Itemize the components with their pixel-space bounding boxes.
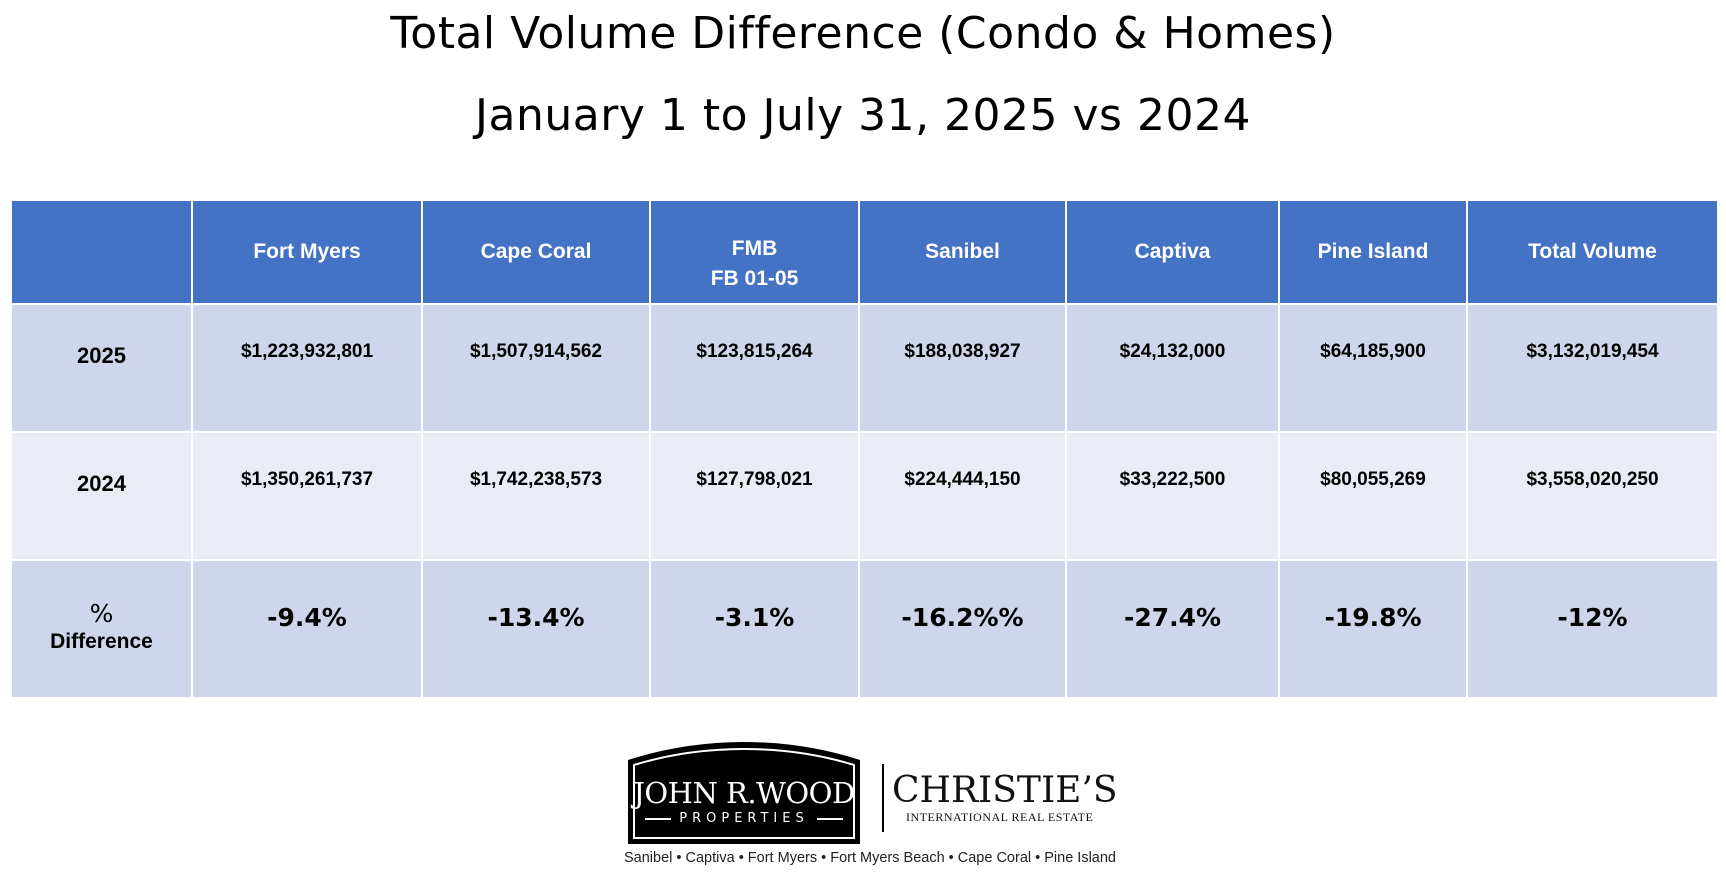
table-cell: $123,815,264: [649, 303, 860, 433]
header-cell-sanibel: Sanibel: [858, 199, 1067, 305]
row-label-difference: % Difference: [10, 559, 193, 699]
badge-sub: PROPERTIES: [624, 811, 864, 826]
john-r-wood-badge: JOHN R.WOOD PROPERTIES: [624, 740, 864, 848]
table-cell: $24,132,000: [1065, 303, 1280, 433]
table-row: 2024 $1,350,261,737 $1,742,238,573 $127,…: [10, 431, 1719, 561]
page-title: Total Volume Difference (Condo & Homes): [390, 8, 1336, 59]
table-cell: $127,798,021: [649, 431, 860, 561]
table-cell: $3,132,019,454: [1466, 303, 1719, 433]
header-fmb-line2: FB 01-05: [710, 267, 799, 290]
header-cell-captiva: Captiva: [1065, 199, 1280, 305]
page-subtitle: January 1 to July 31, 2025 vs 2024: [475, 90, 1251, 141]
table-cell: $3,558,020,250: [1466, 431, 1719, 561]
table-cell: $64,185,900: [1278, 303, 1468, 433]
badge-name: JOHN R.WOOD: [633, 776, 855, 810]
header-cell-fmb: FMB FB 01-05: [649, 199, 860, 305]
table-cell: -27.4%: [1065, 559, 1280, 699]
logo-divider: [882, 764, 884, 832]
row-label-2025: 2025: [10, 303, 193, 433]
table-cell: -13.4%: [421, 559, 651, 699]
header-cell-cape-coral: Cape Coral: [421, 199, 651, 305]
table-cell: $80,055,269: [1278, 431, 1468, 561]
table-cell: -16.2%%: [858, 559, 1067, 699]
partner-sub: INTERNATIONAL REAL ESTATE: [906, 810, 1094, 824]
table-cell: -9.4%: [191, 559, 423, 699]
table-cell: $1,350,261,737: [191, 431, 423, 561]
table-cell: -3.1%: [649, 559, 860, 699]
table-cell: $188,038,927: [858, 303, 1067, 433]
towns-list: Sanibel • Captiva • Fort Myers • Fort My…: [624, 850, 1116, 866]
table-cell: $33,222,500: [1065, 431, 1280, 561]
partner-name: CHRISTIE’S: [892, 770, 1118, 811]
table-cell: -12%: [1466, 559, 1719, 699]
row-label-2024: 2024: [10, 431, 193, 561]
header-fmb-line1: FMB: [731, 237, 778, 260]
table-cell: $1,507,914,562: [421, 303, 651, 433]
table-row: % Difference -9.4% -13.4% -3.1% -16.2%% -…: [10, 559, 1719, 699]
table-row: 2025 $1,223,932,801 $1,507,914,562 $123,…: [10, 303, 1719, 433]
header-cell-corner: [10, 199, 193, 305]
volume-table: Fort Myers Cape Coral FMB FB 01-05 Sanibe…: [10, 199, 1719, 699]
table-cell: $1,742,238,573: [421, 431, 651, 561]
brand-logo: JOHN R.WOOD PROPERTIES CHRISTIE’S INTERN…: [624, 740, 1118, 880]
table-cell: $224,444,150: [858, 431, 1067, 561]
header-cell-total-volume: Total Volume: [1466, 199, 1719, 305]
table-header-row: Fort Myers Cape Coral FMB FB 01-05 Sanibe…: [10, 199, 1719, 305]
header-cell-fort-myers: Fort Myers: [191, 199, 423, 305]
table-cell: $1,223,932,801: [191, 303, 423, 433]
table-cell: -19.8%: [1278, 559, 1468, 699]
header-cell-pine-island: Pine Island: [1278, 199, 1468, 305]
